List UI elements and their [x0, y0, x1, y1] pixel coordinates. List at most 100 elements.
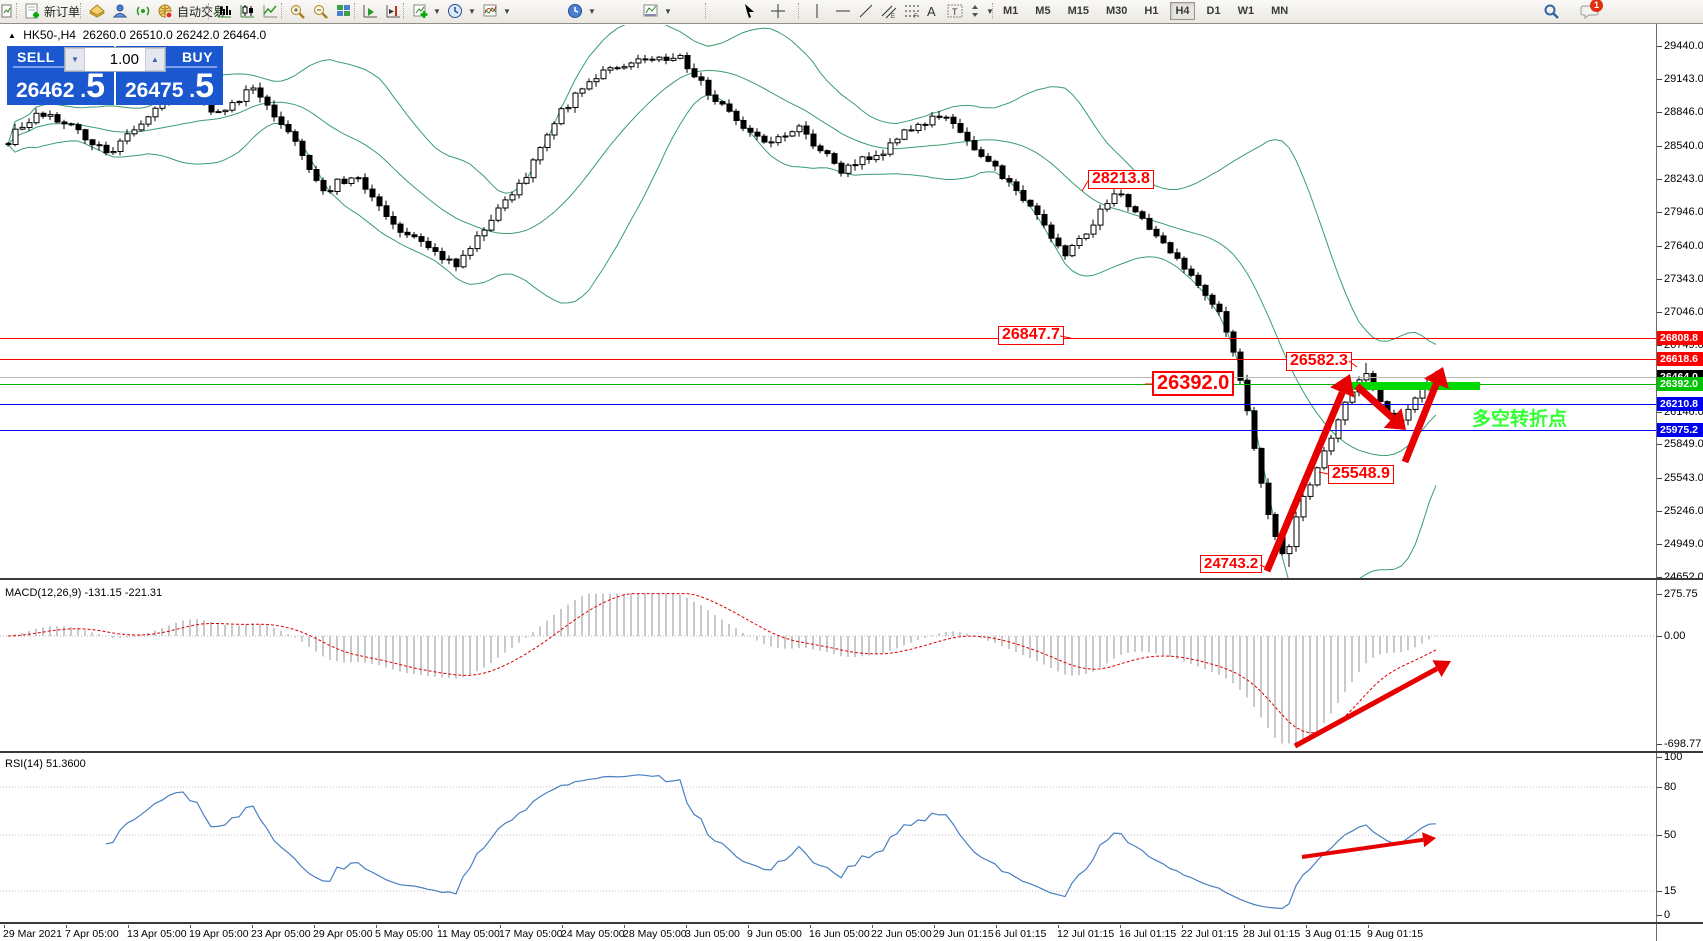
price-annotation-26392.0[interactable]: 26392.0 [1152, 371, 1235, 397]
timeframe-button-M30[interactable]: M30 [1105, 5, 1128, 17]
price-axis-tick: 27640.0 [1664, 240, 1703, 252]
auto-scroll-icon[interactable] [360, 1, 381, 21]
new-order-button[interactable]: 新订单 [22, 1, 82, 21]
equidistant-channel-tool[interactable]: E [879, 1, 899, 21]
rsi-axis-tick: 80 [1664, 781, 1677, 793]
chart-shift-icon[interactable] [383, 1, 404, 21]
cursor-tool[interactable] [740, 1, 759, 21]
vertical-line-tool[interactable] [810, 1, 824, 21]
signal-icon[interactable] [133, 1, 153, 21]
rsi-label: RSI(14) 51.3600 [5, 758, 86, 770]
toolbar: 新订单 自动交易 [0, 0, 1703, 24]
timeframe-button-D1[interactable]: D1 [1206, 5, 1221, 17]
toolbar-separator [403, 3, 404, 19]
macd-axis-tick: 0.00 [1664, 630, 1686, 642]
market-watch-icon[interactable] [86, 1, 108, 21]
fibonacci-tool[interactable]: F [902, 1, 922, 21]
trend-note-text[interactable]: 多空转折点 [1472, 409, 1568, 430]
zoom-in-icon[interactable] [287, 1, 308, 21]
candlestick-chart-icon[interactable] [237, 1, 258, 21]
axis-tick-dash [1657, 345, 1662, 346]
level-line-support-25975[interactable] [0, 430, 1656, 431]
profiles-clock-button[interactable]: ▼ [445, 1, 478, 21]
axis-tick-dash [1657, 246, 1662, 247]
date-axis-label: 24 May 05:00 [561, 928, 625, 940]
support-zone-bar[interactable] [1347, 382, 1480, 390]
timeframe-button-MN[interactable]: MN [1271, 5, 1289, 17]
volume-decrease-button[interactable]: ▼ [65, 48, 85, 71]
level-line-current-price-26464[interactable] [0, 377, 1656, 378]
template-button[interactable]: ▼ [640, 1, 674, 21]
text-label-tool[interactable]: T [945, 1, 965, 21]
price-tag-25975.2: 25975.2 [1657, 423, 1703, 437]
date-tick [128, 925, 129, 928]
pane-separator[interactable] [0, 922, 1703, 924]
ohlc-low: 26242.0 [176, 28, 220, 42]
line-chart-icon[interactable] [260, 1, 281, 21]
timeframe-button-M5[interactable]: M5 [1035, 5, 1051, 17]
tile-windows-icon[interactable] [333, 1, 354, 21]
date-tick [500, 925, 501, 928]
price-annotation-26582.3[interactable]: 26582.3 [1286, 352, 1352, 372]
axis-tick-dash [1657, 577, 1662, 578]
date-axis-label: 28 Jul 01:15 [1243, 928, 1301, 940]
date-axis-label: 3 Jun 05:00 [685, 928, 740, 940]
search-icon[interactable] [1541, 1, 1562, 21]
chart-icon-partial[interactable] [0, 1, 14, 21]
auto-trading-button[interactable]: 自动交易 [155, 1, 227, 21]
volume-input[interactable]: 1.00 [85, 48, 145, 71]
price-annotation-28213.8[interactable]: 28213.8 [1088, 170, 1154, 190]
date-tick [252, 925, 253, 928]
price-axis[interactable]: 29440.0 29143.0 28846.0 28540.0 28243.0 27946… [1656, 24, 1703, 941]
price-annotation-25548.9[interactable]: 25548.9 [1328, 465, 1394, 485]
main-price-chart[interactable] [0, 25, 1656, 578]
date-axis[interactable]: 29 Mar 2021 7 Apr 05:00 13 Apr 05:00 19 Apr… [0, 925, 1656, 941]
date-axis-label: 12 Jul 01:15 [1057, 928, 1115, 940]
price-axis-tick: 29143.0 [1664, 73, 1703, 85]
macd-axis-tick: -698.77 [1664, 738, 1702, 750]
price-annotation-26847.7[interactable]: 26847.7 [998, 326, 1064, 346]
new-chart-button[interactable]: ▼ [410, 1, 443, 21]
bar-chart-icon[interactable] [214, 1, 235, 21]
ohlc-high: 26510.0 [129, 28, 173, 42]
arrows-shapes-tool[interactable]: ▼ [966, 1, 996, 21]
date-tick [438, 925, 439, 928]
date-tick [1368, 925, 1369, 928]
text-tool[interactable]: A [927, 3, 936, 19]
timeframe-button-H1[interactable]: H1 [1144, 5, 1159, 17]
macd-axis-tick: 275.75 [1664, 588, 1698, 600]
timeframe-button-M15[interactable]: M15 [1067, 5, 1089, 17]
rsi-indicator-pane[interactable] [0, 755, 1656, 921]
price-axis-tick: 27946.0 [1664, 206, 1703, 218]
axis-tick-dash [1657, 279, 1662, 280]
pane-separator[interactable] [0, 578, 1703, 580]
macd-indicator-pane[interactable] [0, 583, 1656, 750]
chat-icon[interactable]: 1 [1578, 0, 1603, 21]
crosshair-tool[interactable] [768, 1, 788, 21]
toolbar-separator [798, 3, 799, 19]
indicators-button[interactable]: ▼ [480, 1, 513, 21]
pane-separator[interactable] [0, 751, 1703, 753]
volume-increase-button[interactable]: ▲ [145, 48, 165, 71]
level-line-support-26210[interactable] [0, 404, 1656, 405]
svg-text:F: F [914, 14, 918, 19]
level-line-support-26392[interactable] [0, 384, 1656, 385]
axis-tick-dash [1657, 744, 1662, 745]
date-tick [1058, 925, 1059, 928]
zoom-out-icon[interactable] [310, 1, 331, 21]
period-button[interactable]: ▼ [565, 1, 598, 21]
level-line-resistance-26808[interactable] [0, 338, 1656, 339]
level-line-resistance-26618[interactable] [0, 359, 1656, 360]
volume-box: ▼ 1.00 ▲ [64, 47, 166, 72]
date-tick [748, 925, 749, 928]
price-annotation-24743.2[interactable]: 24743.2 [1200, 555, 1263, 574]
toolbar-separator [80, 3, 81, 19]
accounts-icon[interactable] [110, 1, 130, 21]
timeframe-button-M1[interactable]: M1 [1003, 5, 1019, 17]
timeframe-button-W1[interactable]: W1 [1237, 5, 1255, 17]
date-axis-label: 19 Apr 05:00 [189, 928, 249, 940]
horizontal-line-tool[interactable] [833, 1, 853, 21]
trendline-tool[interactable] [856, 1, 876, 21]
timeframe-button-H4[interactable]: H4 [1170, 2, 1195, 20]
